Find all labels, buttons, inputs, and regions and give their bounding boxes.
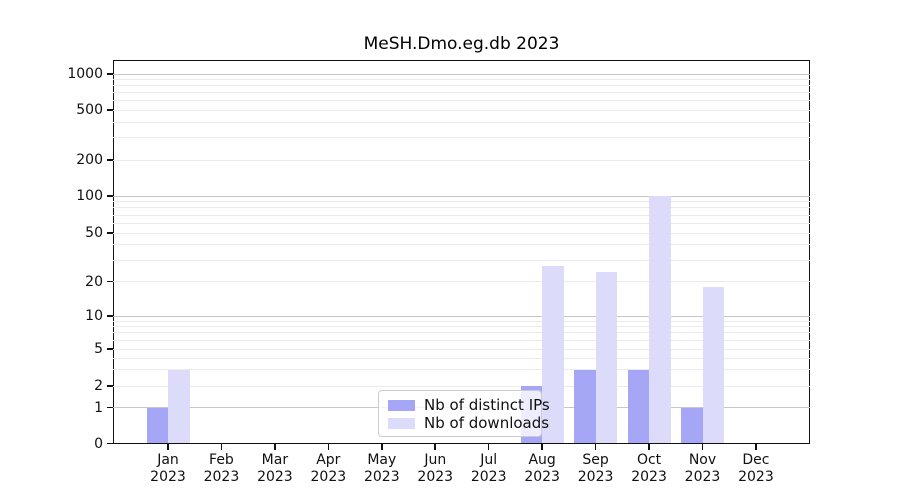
major-gridline: [113, 73, 810, 75]
minor-gridline: [113, 85, 810, 87]
major-gridline: [113, 195, 810, 197]
bar-downloads-aug: [542, 265, 564, 444]
x-tick-label: Oct 2023: [631, 452, 667, 485]
y-tick-label: 0: [94, 435, 103, 452]
legend-label: Nb of downloads: [424, 414, 550, 432]
legend-swatch-distinct-ips-icon: [388, 399, 415, 411]
y-tick-label: 2: [94, 378, 103, 394]
x-tick: [434, 444, 437, 450]
x-tick-label: Feb 2023: [203, 452, 240, 485]
y-tick-label: 50: [85, 225, 103, 241]
x-tick-label: Jan 2023: [150, 452, 186, 485]
minor-gridline: [113, 385, 810, 387]
x-tick-label: Apr 2023: [310, 452, 347, 485]
minor-gridline: [113, 320, 810, 322]
minor-gridline: [113, 232, 810, 234]
legend: Nb of distinct IPs Nb of downloads: [378, 390, 550, 437]
bar-distinct-ips-nov: [681, 407, 703, 444]
x-tick-label: Sep 2023: [577, 452, 614, 485]
minor-gridline: [113, 259, 810, 261]
chart-title: MeSH.Dmo.eg.db 2023: [363, 34, 560, 54]
y-tick: [107, 315, 113, 317]
minor-gridline: [113, 100, 810, 102]
y-tick-label: 200: [76, 152, 103, 168]
y-tick: [107, 195, 113, 197]
y-tick: [107, 385, 113, 387]
x-tick-label: Jul 2023: [470, 452, 507, 485]
x-tick: [220, 444, 223, 450]
minor-gridline: [113, 201, 810, 203]
bar-downloads-jan: [168, 369, 190, 444]
x-tick-label: Aug 2023: [524, 452, 560, 485]
y-tick-label: 1: [94, 399, 103, 416]
x-tick: [755, 444, 757, 450]
minor-gridline: [113, 207, 810, 209]
x-tick: [487, 444, 490, 450]
minor-gridline: [113, 214, 810, 216]
minor-gridline: [113, 348, 810, 350]
minor-gridline: [113, 137, 810, 139]
y-tick: [107, 159, 113, 161]
x-tick: [541, 444, 543, 450]
legend-item-distinct-ips: Nb of distinct IPs: [388, 396, 550, 414]
y-tick: [107, 280, 113, 283]
y-tick: [107, 109, 113, 111]
bar-downloads-oct: [649, 196, 671, 444]
minor-gridline: [113, 109, 810, 111]
y-tick-label: 100: [76, 188, 103, 204]
bar-downloads-nov: [702, 286, 724, 444]
minor-gridline: [113, 326, 810, 328]
x-tick: [594, 444, 597, 450]
y-tick-label: 20: [85, 273, 103, 290]
x-tick: [381, 444, 383, 450]
minor-gridline: [113, 159, 810, 161]
minor-gridline: [113, 78, 810, 80]
legend-label: Nb of distinct IPs: [424, 396, 550, 414]
y-tick-label: 1000: [67, 66, 103, 82]
x-tick-label: May 2023: [363, 452, 400, 485]
minor-gridline: [113, 222, 810, 224]
x-tick: [167, 444, 169, 450]
y-tick: [107, 232, 113, 234]
bar-distinct-ips-jan: [146, 407, 168, 444]
x-tick-label: Nov 2023: [684, 452, 721, 485]
major-gridline: [113, 315, 810, 317]
y-tick: [107, 442, 113, 445]
minor-gridline: [113, 244, 810, 246]
x-tick: [648, 444, 650, 450]
plot-area: 0 1 2 5 10 20 50 100 200 500 1000 Jan 2023 Feb 2023 Mar…: [67, 60, 810, 485]
bar-distinct-ips-oct: [627, 369, 650, 444]
legend-item-downloads: Nb of downloads: [388, 414, 549, 432]
x-tick-label: Jun 2023: [417, 452, 454, 485]
y-tick-label: 500: [76, 102, 103, 118]
y-tick: [107, 406, 113, 409]
x-tick-label: Dec 2023: [738, 452, 774, 485]
bar-downloads-sep: [595, 271, 618, 444]
y-tick-label: 10: [85, 308, 103, 324]
minor-gridline: [113, 92, 810, 94]
bar-distinct-ips-sep: [574, 369, 596, 444]
y-tick: [107, 348, 113, 350]
x-tick: [327, 444, 330, 450]
minor-gridline: [113, 281, 810, 282]
minor-gridline: [113, 121, 810, 123]
x-tick: [701, 444, 704, 450]
x-tick-label: Mar 2023: [257, 452, 293, 485]
legend-swatch-downloads-icon: [388, 417, 415, 429]
y-tick-label: 5: [94, 341, 103, 357]
y-tick: [107, 73, 113, 75]
minor-gridline: [113, 357, 810, 359]
minor-gridline: [113, 369, 810, 371]
minor-gridline: [113, 339, 810, 341]
x-tick: [274, 444, 276, 450]
minor-gridline: [113, 332, 810, 334]
